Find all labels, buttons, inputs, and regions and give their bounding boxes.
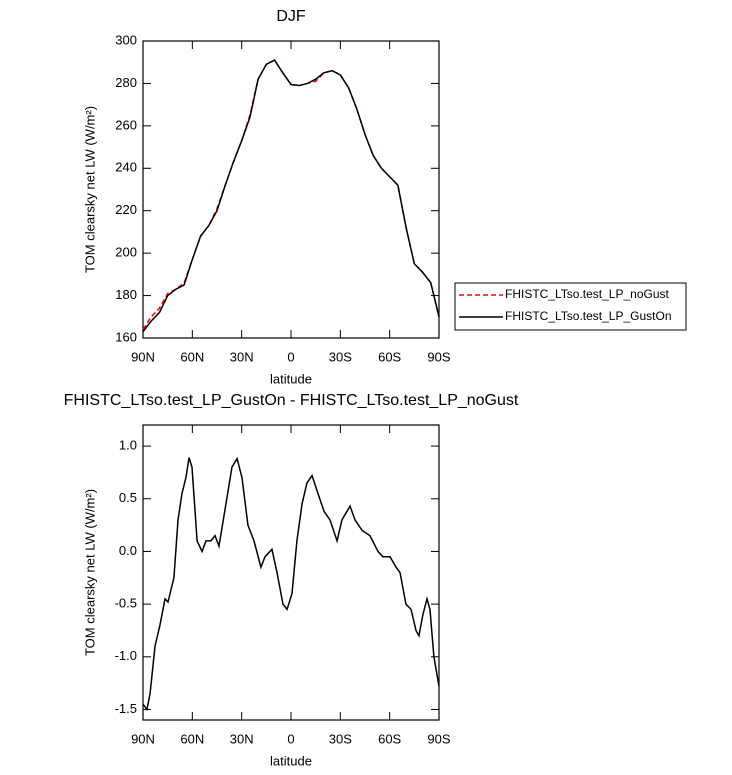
y-tick-label: 220: [115, 202, 137, 217]
y-tick-label: 300: [115, 32, 137, 47]
y-tick-label: 0.0: [119, 543, 137, 558]
y-tick-label: 200: [115, 245, 137, 260]
legend-label: FHISTC_LTso.test_LP_GustOn: [505, 309, 672, 323]
x-tick-label: 60N: [180, 349, 204, 364]
y-tick-label: 240: [115, 160, 137, 175]
x-tick-label: 60S: [378, 731, 401, 746]
x-tick-label: 0: [287, 731, 294, 746]
x-tick-label: 60S: [378, 349, 401, 364]
y-tick-label: 0.5: [119, 490, 137, 505]
x-axis-label: latitude: [270, 753, 312, 768]
x-tick-label: 30N: [230, 731, 254, 746]
data-line: [142, 59, 440, 330]
x-tick-label: 90N: [131, 731, 155, 746]
x-tick-label: 90N: [131, 349, 155, 364]
x-tick-label: 30N: [230, 349, 254, 364]
y-tick-label: 1.0: [119, 438, 137, 453]
x-tick-label: 30S: [329, 349, 352, 364]
x-tick-label: 90S: [427, 731, 450, 746]
x-tick-label: 0: [287, 349, 294, 364]
data-line: [142, 59, 440, 333]
chart-title: FHISTC_LTso.test_LP_GustOn - FHISTC_LTso…: [64, 392, 519, 409]
y-tick-label: 260: [115, 117, 137, 132]
x-tick-label: 30S: [329, 731, 352, 746]
plot-frame: [142, 424, 440, 721]
data-line: [142, 456, 440, 712]
y-tick-label: 160: [115, 329, 137, 344]
y-tick-label: -0.5: [115, 596, 137, 611]
y-axis-label: TOM clearsky net LW (W/m²): [82, 489, 97, 656]
legend-label: FHISTC_LTso.test_LP_noGust: [505, 287, 670, 301]
y-tick-label: -1.0: [115, 648, 137, 663]
x-axis-label: latitude: [270, 371, 312, 386]
x-tick-label: 60N: [180, 731, 204, 746]
chart-title: DJF: [276, 8, 306, 25]
y-axis-label: TOM clearsky net LW (W/m²): [82, 106, 97, 273]
legend-box: [454, 282, 687, 331]
y-tick-label: 180: [115, 287, 137, 302]
y-tick-label: 280: [115, 75, 137, 90]
plot-frame: [142, 40, 440, 339]
y-tick-label: -1.5: [115, 701, 137, 716]
x-tick-label: 90S: [427, 349, 450, 364]
